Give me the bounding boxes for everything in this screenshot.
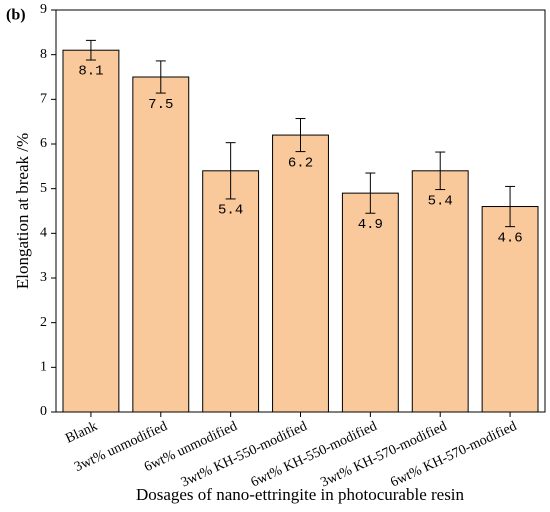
x-tick-label: 3wt% KH-570-modified — [319, 419, 450, 491]
bar — [202, 170, 260, 413]
bar — [341, 192, 399, 413]
x-tick-label: 3wt% KH-550-modified — [179, 419, 310, 491]
x-axis-label: Dosages of nano-ettringite in photocurab… — [136, 485, 465, 504]
data-label: 8.1 — [78, 64, 103, 80]
data-label: 7.5 — [148, 97, 173, 113]
bar — [132, 76, 190, 413]
bar — [481, 206, 539, 413]
bar — [62, 49, 120, 413]
y-tick-label: 1 — [40, 360, 47, 375]
x-tick-label: 6wt% KH-550-modified — [249, 419, 380, 491]
data-label: 5.4 — [218, 203, 243, 219]
y-tick-label: 6 — [40, 136, 47, 151]
y-axis-label: Elongation at break /% — [13, 133, 32, 289]
y-tick-label: 4 — [40, 226, 47, 241]
y-tick-label: 9 — [40, 2, 47, 17]
data-label: 6.2 — [288, 155, 313, 171]
y-tick-label: 7 — [40, 92, 47, 107]
y-tick-label: 2 — [40, 315, 47, 330]
data-label: 4.6 — [497, 230, 522, 246]
panel-label: (b) — [6, 7, 26, 24]
bar — [411, 170, 469, 413]
x-tick-label: 6wt% KH-570-modified — [388, 419, 519, 491]
bar — [272, 134, 329, 413]
x-tick-label: Blank — [63, 419, 100, 447]
data-label: 4.9 — [358, 217, 383, 233]
y-tick-label: 8 — [40, 47, 47, 62]
y-tick-label: 5 — [40, 181, 47, 196]
y-tick-label: 0 — [40, 404, 47, 419]
y-tick-label: 3 — [40, 270, 47, 285]
data-label: 5.4 — [428, 193, 453, 209]
